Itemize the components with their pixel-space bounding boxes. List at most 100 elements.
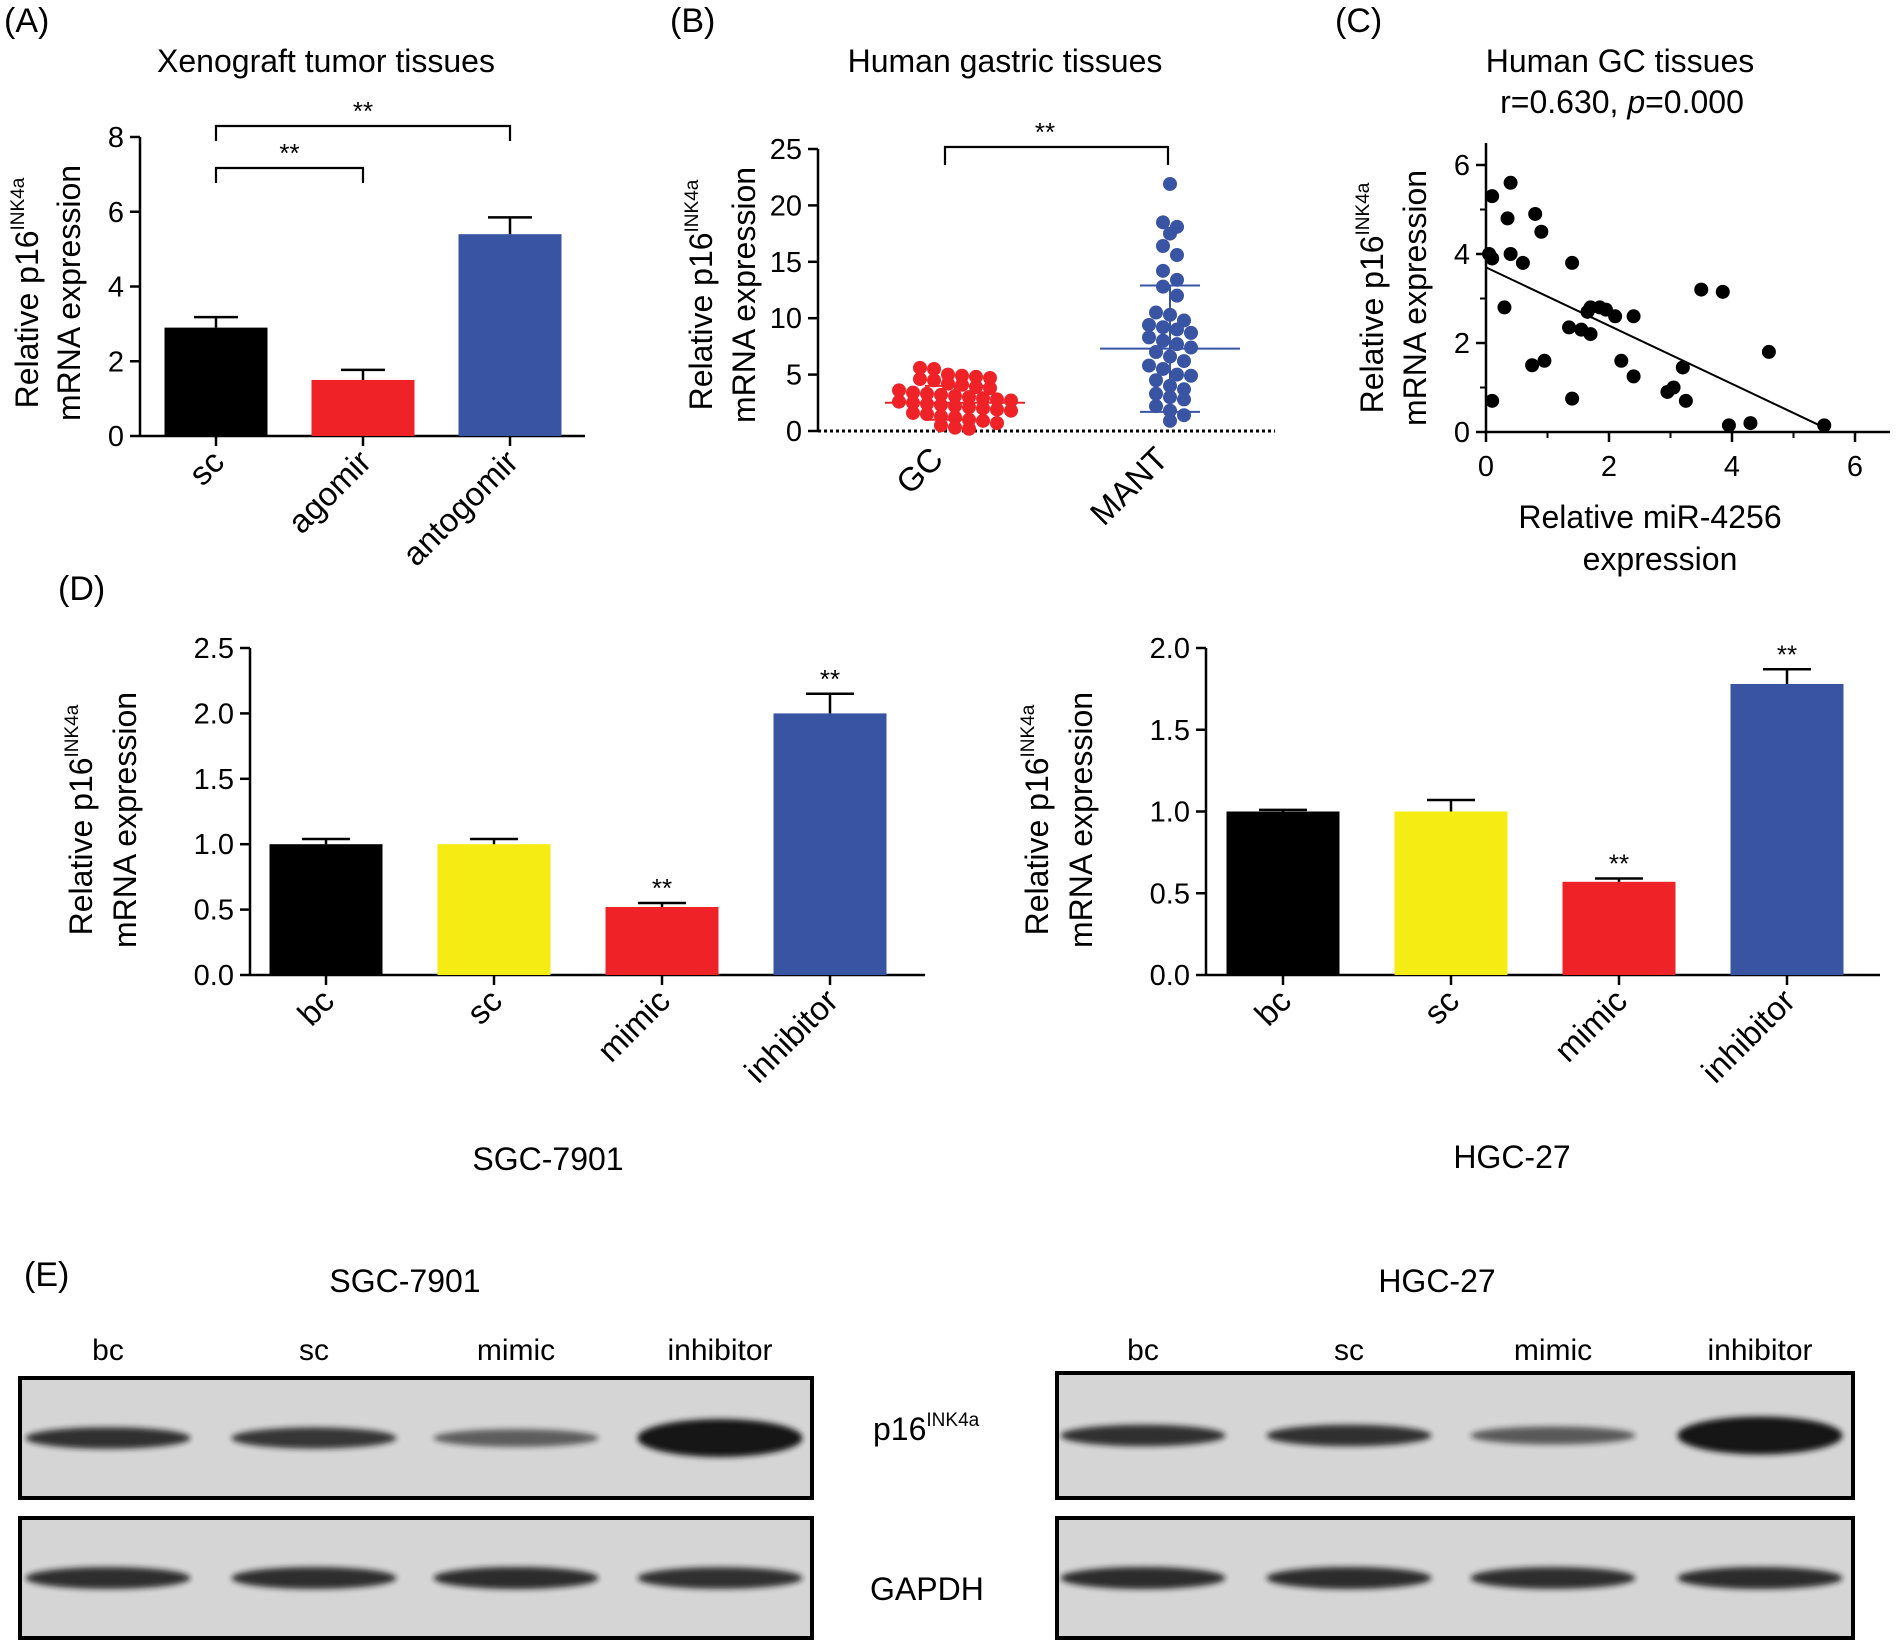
chart-d2-ylabel: Relative p16INK4a: [1018, 704, 1055, 935]
chart-b-point-MANT: [1170, 272, 1184, 287]
chart-a-ylabel-2: mRNA expression: [51, 165, 87, 421]
chart-d2-y-tick-label: 1.0: [1150, 797, 1190, 829]
chart-d2-ylabel-2: mRNA expression: [1063, 692, 1099, 948]
chart-d2-bar-inhibitor: [1730, 683, 1844, 975]
chart-b-point-MANT: [1156, 239, 1170, 254]
chart-a-x-tick-label: agomir: [280, 443, 377, 540]
blot-right-gapdh-band: [1266, 1566, 1432, 1590]
chart-b-point-MANT: [1177, 408, 1191, 423]
chart-d2-significance: **: [1609, 849, 1629, 879]
chart-b-point-MANT: [1149, 386, 1163, 401]
chart-c-point: [1525, 358, 1540, 373]
chart-b-point-MANT: [1163, 176, 1177, 191]
panel-label-c: (C): [1335, 2, 1382, 40]
chart-b-point-GC: [913, 372, 927, 387]
chart-a-title: Xenograft tumor tissues: [157, 43, 495, 79]
chart-c-y-tick-label: 0: [1454, 417, 1470, 449]
chart-b-bracket: [943, 145, 1170, 165]
chart-b-x-tick-label: GC: [889, 440, 950, 501]
chart-b-point-GC: [920, 396, 934, 411]
chart-c-trend-line: [1485, 266, 1825, 429]
chart-b-y-tick-label: 5: [786, 360, 802, 392]
blot-right-p16-band: [1470, 1426, 1636, 1445]
chart-a-bracket: [214, 166, 365, 183]
chart-b-point-GC: [1004, 393, 1018, 408]
panel-label-a: (A): [4, 2, 49, 40]
chart-a-y-tick-label: 6: [108, 197, 124, 229]
chart-d1-y-tick-label: 0.5: [194, 895, 234, 927]
blot-protein-top: p16INK4a: [873, 1410, 980, 1447]
chart-b-point-MANT: [1156, 361, 1170, 376]
chart-a-x-tick-label: sc: [181, 443, 230, 492]
chart-a-y-tick-label: 4: [108, 272, 124, 304]
chart-d1-y-tick-label: 0.0: [194, 960, 234, 992]
chart-c-point: [1562, 320, 1577, 335]
chart-b-point-MANT: [1170, 288, 1184, 303]
blot-right-p16-band: [1677, 1416, 1843, 1455]
chart-d2-significance: **: [1777, 639, 1797, 669]
chart-b-x-tick-label: MANT: [1083, 440, 1175, 532]
chart-c-point: [1528, 206, 1543, 221]
chart-c-y-tick-label: 2: [1454, 328, 1470, 360]
chart-c-point: [1817, 418, 1832, 433]
blot-right-lane-label: sc: [1334, 1334, 1364, 1367]
chart-d1-ylabel-2: mRNA expression: [107, 692, 143, 948]
chart-c-point: [1503, 247, 1518, 261]
chart-b-point-GC: [976, 413, 990, 428]
chart-b-y-tick-label: 25: [770, 134, 802, 166]
blot-left-gapdh-band: [25, 1567, 191, 1589]
blot-right-lane-label: bc: [1127, 1334, 1159, 1367]
blot-left-p16-band: [637, 1419, 803, 1457]
chart-b-ylabel: Relative p16INK4a: [682, 179, 719, 410]
chart-b-point-MANT: [1156, 333, 1170, 348]
blot-left-lane-label: bc: [92, 1334, 124, 1367]
chart-b-ylabel-2: mRNA expression: [726, 167, 762, 423]
western-blot: SGC-7901 HGC-27 p16INK4a GAPDH bc bc sc sc m…: [18, 1263, 1855, 1640]
chart-b-point-MANT: [1156, 215, 1170, 230]
chart-b-point-MANT: [1170, 367, 1184, 382]
chart-d2-bar-bc: [1226, 811, 1340, 975]
chart-b-point-MANT: [1149, 305, 1163, 320]
chart-d2-x-tick-label: sc: [1416, 982, 1465, 1031]
blot-left-gapdh-band: [637, 1567, 803, 1589]
chart-c-point: [1500, 211, 1515, 226]
chart-b-point-MANT: [1184, 368, 1198, 383]
chart-c-x-tick-label: 4: [1724, 451, 1740, 483]
chart-c-point: [1761, 344, 1776, 359]
chart-b-point-GC: [1004, 403, 1018, 418]
chart-b-point-MANT: [1177, 354, 1191, 369]
chart-b-point-GC: [906, 385, 920, 400]
chart-a-bar-antogomir: [458, 234, 562, 436]
chart-d2-y-tick-label: 1.5: [1150, 715, 1190, 747]
chart-b-point-GC: [983, 381, 997, 396]
blot-left-p16-membrane: [18, 1376, 814, 1500]
chart-b-point-GC: [962, 400, 976, 415]
chart-a-y-tick-label: 0: [108, 421, 124, 453]
blot-right-lane-label: inhibitor: [1707, 1334, 1812, 1367]
chart-d1-ylabel: Relative p16INK4a: [62, 704, 99, 935]
chart-d2-y-tick-label: 0.5: [1150, 878, 1190, 910]
chart-b-point-MANT: [1170, 337, 1184, 352]
chart-b-point-MANT: [1149, 373, 1163, 388]
chart-b-point-GC: [892, 394, 906, 409]
chart-b-point-GC: [983, 370, 997, 385]
chart-b-point-MANT: [1142, 317, 1156, 332]
chart-b-point-MANT: [1184, 325, 1198, 340]
chart-c-y-tick-label: 4: [1454, 239, 1470, 271]
chart-d2-x-tick-label: bc: [1247, 982, 1298, 1033]
chart-b-y-tick-label: 0: [786, 416, 802, 448]
chart-d1-x-tick-label: sc: [459, 982, 508, 1031]
blot-right-lane-label: mimic: [1514, 1334, 1592, 1367]
chart-b-point-MANT: [1177, 392, 1191, 407]
chart-c-point: [1583, 327, 1598, 342]
blot-left-p16-band: [231, 1427, 397, 1449]
chart-b-point-MANT: [1163, 413, 1177, 428]
chart-c-point: [1580, 304, 1595, 319]
chart-b-point-GC: [934, 418, 948, 433]
chart-d1-y-tick-label: 1.0: [194, 829, 234, 861]
chart-c-point: [1614, 353, 1629, 368]
chart-b-point-MANT: [1163, 226, 1177, 241]
chart-d1-y-tick-label: 2.0: [194, 698, 234, 730]
chart-c-point: [1626, 309, 1641, 324]
